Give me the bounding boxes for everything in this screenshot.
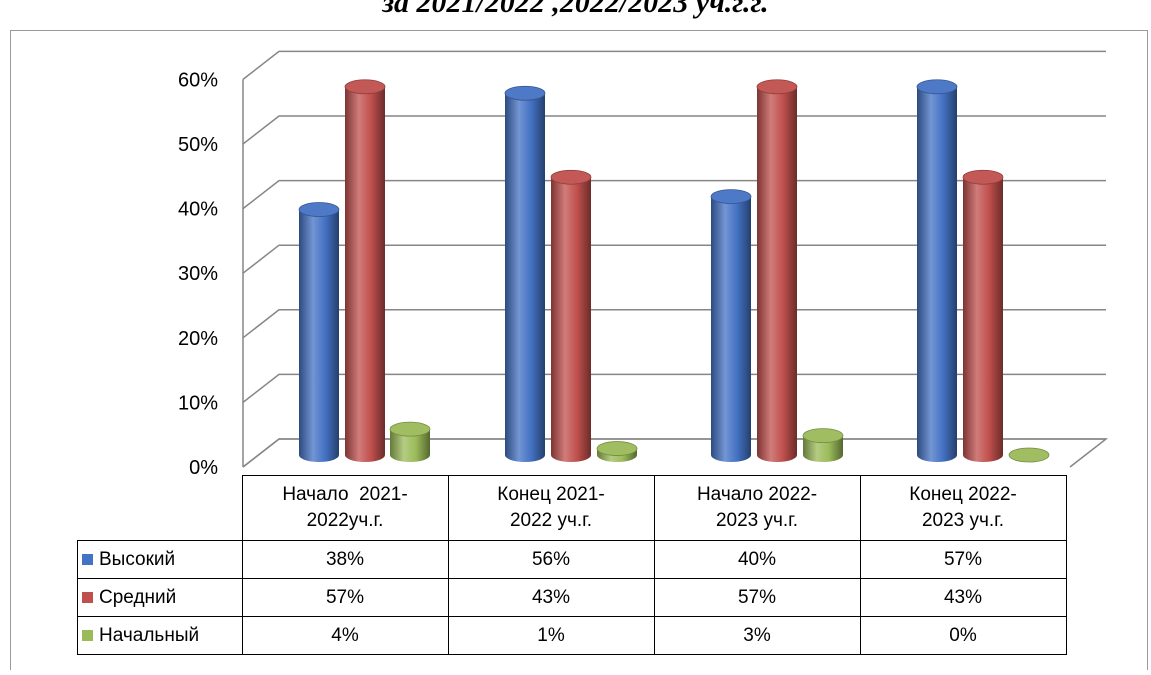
series-name: Высокий — [99, 548, 176, 570]
bar-body — [803, 435, 843, 462]
category-label-line: Начало 2021- — [282, 484, 408, 505]
bar-top — [504, 85, 546, 101]
category-row: Начало 2021- 2022уч.г. Конец 2021- 2022 уч.… — [77, 475, 1067, 541]
data-label: 43% — [447, 578, 655, 617]
table-row: Высокий 38% 56% 40% 57% — [77, 540, 1067, 579]
bar-top — [962, 169, 1004, 185]
data-label: 57% — [241, 578, 449, 617]
gridline — [242, 244, 1106, 274]
bar-body — [505, 93, 545, 463]
gridline — [242, 50, 1106, 80]
bar-body — [551, 177, 591, 462]
series-name: Начальный — [99, 624, 200, 646]
data-label: 4% — [241, 616, 449, 655]
bar-Средний-1 — [550, 169, 592, 462]
legend-entry: Начальный — [77, 616, 243, 655]
bar-Средний-2 — [756, 79, 798, 462]
data-label: 0% — [859, 616, 1067, 655]
data-label: 40% — [653, 540, 861, 579]
table-corner — [77, 475, 243, 541]
bar-Высокий-3 — [916, 79, 958, 462]
bar-body — [757, 86, 797, 462]
legend-key — [82, 553, 93, 565]
y-tick-label: 10% — [178, 392, 218, 414]
y-tick-label: 50% — [178, 134, 218, 156]
data-label: 57% — [653, 578, 861, 617]
bar-top — [1008, 447, 1050, 463]
series-name: Средний — [99, 586, 177, 608]
bar-body — [390, 429, 430, 462]
category-label-line: 2023 уч.г. — [921, 510, 1005, 531]
bar-Высокий-0 — [298, 202, 340, 462]
table-row: Средний 57% 43% 57% 43% — [77, 578, 1067, 617]
data-label: 38% — [241, 540, 449, 579]
table-row: Начальный 4% 1% 3% 0% — [77, 616, 1067, 655]
data-label: 43% — [859, 578, 1067, 617]
bar-top — [389, 421, 431, 437]
bar-Начальный-0 — [389, 421, 431, 462]
bar-top — [298, 202, 340, 217]
y-tick-label: 0% — [189, 457, 218, 479]
category-label-line: 2022 уч.г. — [509, 510, 593, 531]
bar-top — [550, 169, 592, 185]
gridline — [242, 309, 1106, 339]
category-label: Конец 2022- 2023 уч.г. — [859, 475, 1067, 541]
bar-top — [344, 79, 386, 95]
legend-key — [82, 591, 93, 603]
bar-body — [299, 209, 339, 462]
legend-key — [82, 629, 93, 641]
bar-top — [756, 79, 798, 95]
bar-Средний-0 — [344, 79, 386, 462]
category-label: Начало 2022- 2023 уч.г. — [653, 475, 861, 541]
category-label: Начало 2021- 2022уч.г. — [241, 475, 449, 541]
data-label: 3% — [653, 616, 861, 655]
data-label: 57% — [859, 540, 1067, 579]
category-label-line: Конец 2022- — [909, 484, 1017, 505]
bar-Высокий-2 — [710, 189, 752, 462]
data-label: 1% — [447, 616, 655, 655]
y-tick-label: 20% — [178, 328, 218, 350]
gridline — [242, 115, 1106, 145]
category-label: Конец 2021- 2022 уч.г. — [447, 475, 655, 541]
y-axis: 0% 10% 20% 30% 40% 50% 60% — [178, 69, 218, 479]
chart-title: за 2021/2022 ,2022/2023 уч.г.г. — [382, 0, 769, 19]
bar-Высокий-1 — [504, 85, 546, 463]
y-tick-label: 40% — [178, 199, 218, 221]
bar-Начальный-1 — [596, 441, 638, 462]
gridline — [242, 179, 1106, 210]
category-label-line: 2022уч.г. — [306, 510, 384, 531]
chart-frame — [10, 30, 1148, 670]
bar-body — [345, 86, 385, 462]
bars — [298, 79, 1050, 463]
bar-Средний-3 — [962, 169, 1004, 462]
gridline — [242, 373, 1106, 403]
bar-top — [916, 79, 958, 95]
category-label-line: 2023 уч.г. — [715, 510, 799, 531]
legend-entry: Средний — [77, 578, 243, 617]
category-label-line: Конец 2021- — [497, 484, 605, 505]
y-tick-label: 60% — [178, 69, 218, 91]
bar-top — [596, 441, 638, 456]
bar-body — [917, 86, 957, 462]
legend-entry: Высокий — [77, 540, 243, 579]
category-label-line: Начало 2022- — [696, 484, 818, 505]
bar-top — [802, 428, 844, 444]
bar-Начальный-3 — [1008, 447, 1050, 463]
bar-body — [963, 177, 1003, 462]
bar-body — [711, 196, 751, 462]
data-table: Начало 2021- 2022уч.г. Конец 2021- 2022 уч.… — [77, 475, 1067, 655]
y-tick-label: 30% — [178, 263, 218, 285]
bar-Начальный-2 — [802, 428, 844, 462]
data-label: 56% — [447, 540, 655, 579]
bar-top — [710, 189, 752, 205]
